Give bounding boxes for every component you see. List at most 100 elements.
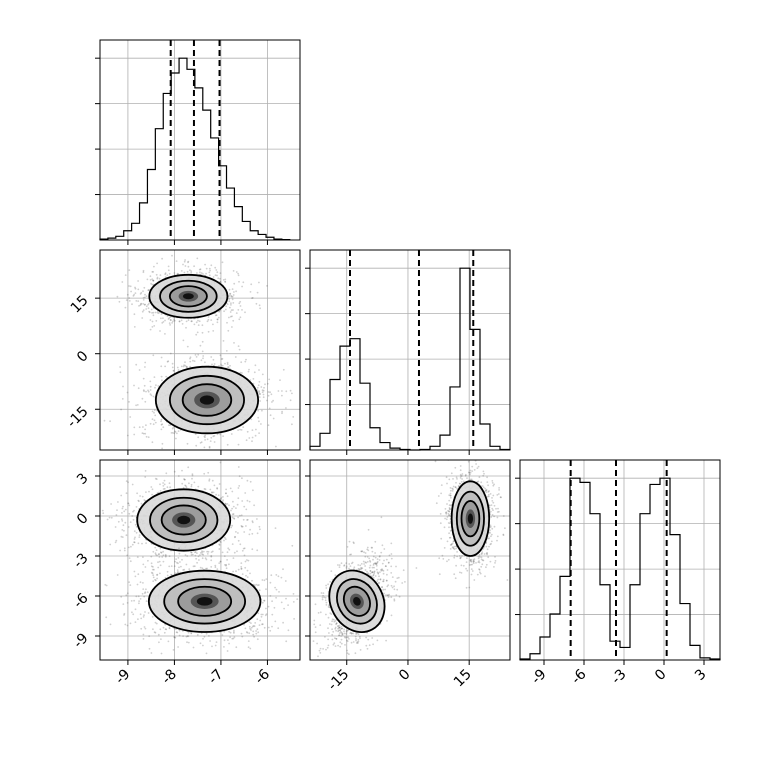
scatter-point [170,432,173,434]
scatter-point [233,631,235,633]
scatter-point [122,385,124,388]
scatter-point [181,558,183,561]
scatter-point [184,361,186,363]
scatter-point [247,646,250,649]
scatter-point [133,313,136,316]
scatter-point [278,591,280,593]
scatter-point [216,487,219,490]
scatter-point [157,491,160,494]
scatter-point [175,260,178,262]
scatter-point [220,358,223,360]
scatter-point [228,316,230,319]
scatter-point [258,432,260,434]
scatter-point [197,324,200,326]
scatter-point [135,525,138,528]
scatter-point [168,565,171,568]
scatter-point [150,555,153,558]
scatter-point [249,480,252,483]
scatter-point [219,280,222,283]
scatter-point [123,529,125,532]
scatter-point [162,488,165,490]
scatter-point [228,548,231,551]
scatter-point [120,494,123,497]
scatter-point [160,638,162,640]
scatter-point [151,271,154,273]
scatter-point [156,577,159,580]
scatter-point [502,534,505,536]
scatter-point [153,265,155,268]
scatter-point [233,291,235,293]
scatter-point [241,525,243,528]
scatter-point [157,385,160,387]
scatter-point [144,400,147,403]
scatter-point [237,532,239,534]
scatter-point [160,356,163,359]
x-tick-label: -9 [528,666,549,687]
scatter-point [198,268,201,271]
scatter-point [232,270,235,272]
scatter-point [230,309,233,311]
scatter-point [175,558,178,560]
scatter-point [219,560,222,563]
scatter-point [127,502,130,505]
scatter-point [137,499,140,502]
scatter-point [155,549,158,551]
scatter-point [491,480,494,482]
scatter-point [150,486,153,488]
scatter-point [454,486,457,488]
scatter-point [162,482,165,484]
scatter-point [194,551,196,554]
x-tick-label: 3 [692,666,710,684]
scatter-point [223,536,226,539]
scatter-point [155,384,157,386]
scatter-point [230,509,232,512]
scatter-point [157,312,160,315]
scatter-point [145,295,148,298]
scatter-point [219,354,222,357]
scatter-point [291,544,294,547]
scatter-point [184,484,187,487]
scatter-point [137,387,140,390]
scatter-point [235,290,238,293]
scatter-point [187,261,189,264]
scatter-point [131,483,134,486]
scatter-point [120,408,122,411]
scatter-point [181,482,184,485]
scatter-point [159,628,162,631]
scatter-point [237,429,240,431]
scatter-point [258,380,261,383]
scatter-point [176,631,179,634]
scatter-points-group [103,254,295,450]
x-tick-label: 15 [451,666,475,690]
scatter-point [267,394,270,397]
scatter-point [263,386,265,389]
scatter-point [159,490,162,492]
scatter-point [183,364,186,366]
scatter-point [245,525,247,527]
scatter-point [219,560,222,563]
scatter-point [154,414,157,417]
scatter-point [201,550,203,552]
scatter-point [142,296,145,299]
scatter-point [158,553,161,555]
scatter-point [152,279,155,282]
scatter-point [169,324,172,326]
scatter-point [162,626,165,629]
scatter-point [262,396,265,399]
scatter-point [152,395,155,398]
scatter-point [223,555,226,557]
scatter-point [481,485,484,487]
scatter-point [150,282,153,285]
scatter-point [217,494,220,497]
scatter-point [494,560,497,562]
y-tick-label: -15 [64,404,91,431]
scatter-point [202,355,205,357]
scatter-point [261,613,264,616]
scatter-point [145,435,148,438]
scatter-point [164,555,167,558]
scatter-point [196,561,199,564]
scatter-point [194,354,197,356]
scatter-point [241,477,243,480]
scatter-point [102,512,105,515]
scatter-point [137,542,140,545]
